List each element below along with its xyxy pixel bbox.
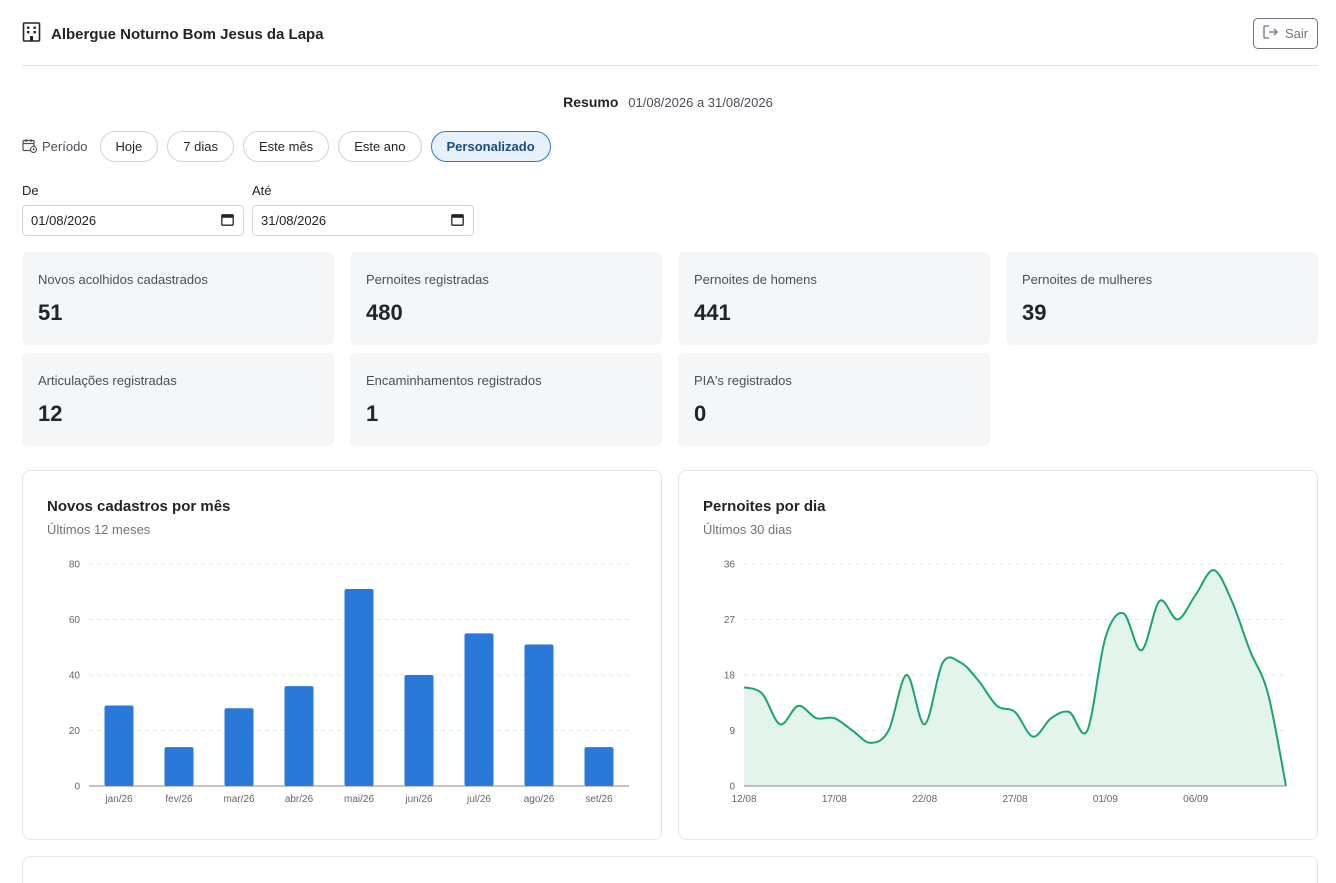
- period-option-este-mes[interactable]: Este mês: [243, 131, 330, 162]
- y-tick-label: 18: [724, 671, 736, 682]
- chart-title: Novos cadastros por mês: [47, 498, 231, 515]
- kpi-card-pernoites-mulheres: Pernoites de mulheres 39: [1006, 252, 1318, 345]
- bar: [584, 747, 614, 786]
- kpi-value: 441: [694, 300, 731, 325]
- chart-card-novos-cadastros: Novos cadastros por mês Últimos 12 meses…: [22, 470, 662, 840]
- period-label: Período: [42, 139, 88, 154]
- from-date-value: 01/08/2026: [31, 213, 97, 228]
- logout-icon: [1263, 25, 1279, 42]
- chart-title: Pernoites por dia: [703, 498, 826, 515]
- bar: [404, 675, 434, 786]
- period-option-personalizado[interactable]: Personalizado: [430, 131, 551, 162]
- to-date-input[interactable]: 31/08/2026: [252, 205, 474, 236]
- bar: [524, 644, 554, 786]
- y-tick-label: 60: [69, 615, 81, 626]
- period-option-7-dias[interactable]: 7 dias: [167, 131, 234, 162]
- kpi-value: 0: [694, 401, 707, 426]
- bar: [284, 686, 314, 786]
- bar: [104, 705, 134, 786]
- x-tick-label: 06/09: [1183, 794, 1208, 805]
- x-tick-label: jan/26: [104, 794, 133, 805]
- app-title: Albergue Noturno Bom Jesus da Lapa: [51, 26, 324, 43]
- y-tick-label: 0: [74, 782, 80, 793]
- from-date-input[interactable]: 01/08/2026: [22, 205, 244, 236]
- kpi-title: Articulações registradas: [38, 373, 177, 388]
- logout-button[interactable]: Sair: [1253, 18, 1318, 49]
- x-tick-label: fev/26: [165, 794, 193, 805]
- summary-label: Resumo: [563, 94, 619, 110]
- top-header: Albergue Noturno Bom Jesus da Lapa Sair: [22, 0, 1318, 66]
- kpi-title: PIA's registrados: [694, 373, 792, 388]
- x-tick-label: 12/08: [731, 794, 756, 805]
- next-section-card: [22, 856, 1318, 883]
- x-tick-label: ago/26: [524, 794, 555, 805]
- kpi-value: 51: [38, 300, 63, 325]
- y-tick-label: 36: [724, 560, 736, 571]
- kpi-title: Novos acolhidos cadastrados: [38, 272, 208, 287]
- kpi-value: 480: [366, 300, 403, 325]
- to-date-label: Até: [252, 183, 272, 198]
- y-tick-label: 80: [69, 560, 81, 571]
- kpi-value: 39: [1022, 300, 1047, 325]
- area-chart: 0 9 18 27 36 12/08 17/08 22/08 27/08 01/09 06/09: [724, 560, 1287, 805]
- calendar-clock-icon: [22, 138, 38, 156]
- y-tick-label: 27: [724, 615, 736, 626]
- kpi-title: Pernoites registradas: [366, 272, 489, 287]
- bar-chart: 0 20 40 60 80 jan/26 fev/26 mar/26 abr/26 mai/26 j…: [69, 560, 629, 805]
- kpi-value: 1: [366, 401, 379, 426]
- kpi-card-encaminhamentos: Encaminhamentos registrados 1: [350, 353, 662, 446]
- x-tick-label: 22/08: [912, 794, 937, 805]
- period-option-este-ano[interactable]: Este ano: [338, 131, 422, 162]
- x-tick-label: abr/26: [285, 794, 314, 805]
- kpi-card-pias: PIA's registrados 0: [678, 353, 990, 446]
- x-tick-label: mar/26: [223, 794, 255, 805]
- y-tick-label: 9: [729, 726, 735, 737]
- x-tick-label: jul/26: [466, 794, 491, 805]
- chart-subtitle: Últimos 30 dias: [703, 522, 792, 537]
- series-line: [743, 569, 1287, 787]
- calendar-icon[interactable]: [451, 213, 464, 229]
- y-tick-label: 0: [729, 782, 735, 793]
- chart-card-pernoites-dia: Pernoites por dia Últimos 30 dias 0 9 18 27…: [678, 470, 1318, 840]
- kpi-title: Pernoites de mulheres: [1022, 272, 1153, 287]
- summary-range: 01/08/2026 a 31/08/2026: [628, 95, 773, 110]
- bar: [164, 747, 194, 786]
- logout-label: Sair: [1284, 26, 1309, 41]
- to-date-value: 31/08/2026: [261, 213, 327, 228]
- x-tick-label: 17/08: [822, 794, 847, 805]
- x-tick-label: jun/26: [404, 794, 433, 805]
- x-tick-label: mai/26: [344, 794, 374, 805]
- kpi-card-pernoites-homens: Pernoites de homens 441: [678, 252, 990, 345]
- brand: Albergue Noturno Bom Jesus da Lapa: [22, 22, 324, 47]
- kpi-title: Encaminhamentos registrados: [366, 373, 542, 388]
- summary-line: Resumo 01/08/2026 a 31/08/2026: [0, 94, 1336, 110]
- y-tick-label: 20: [69, 726, 81, 737]
- chart-subtitle: Últimos 12 meses: [47, 522, 151, 537]
- y-tick-label: 40: [69, 671, 81, 682]
- kpi-title: Pernoites de homens: [694, 272, 817, 287]
- kpi-card-novos-acolhidos: Novos acolhidos cadastrados 51: [22, 252, 334, 345]
- bar: [464, 633, 494, 786]
- bar: [344, 588, 374, 786]
- x-tick-label: 27/08: [1002, 794, 1027, 805]
- period-filter: Período Hoje 7 dias Este mês Este ano Pe…: [22, 131, 560, 162]
- bar: [224, 708, 254, 786]
- period-option-hoje[interactable]: Hoje: [99, 131, 159, 162]
- x-tick-label: 01/09: [1093, 794, 1118, 805]
- building-icon: [22, 22, 41, 47]
- kpi-card-pernoites: Pernoites registradas 480: [350, 252, 662, 345]
- x-tick-label: set/26: [585, 794, 613, 805]
- calendar-icon[interactable]: [221, 213, 234, 229]
- from-date-label: De: [22, 183, 39, 198]
- kpi-value: 12: [38, 401, 63, 426]
- kpi-card-articulacoes: Articulações registradas 12: [22, 353, 334, 446]
- period-label-group: Período: [22, 138, 88, 156]
- area-fill: [744, 570, 1286, 786]
